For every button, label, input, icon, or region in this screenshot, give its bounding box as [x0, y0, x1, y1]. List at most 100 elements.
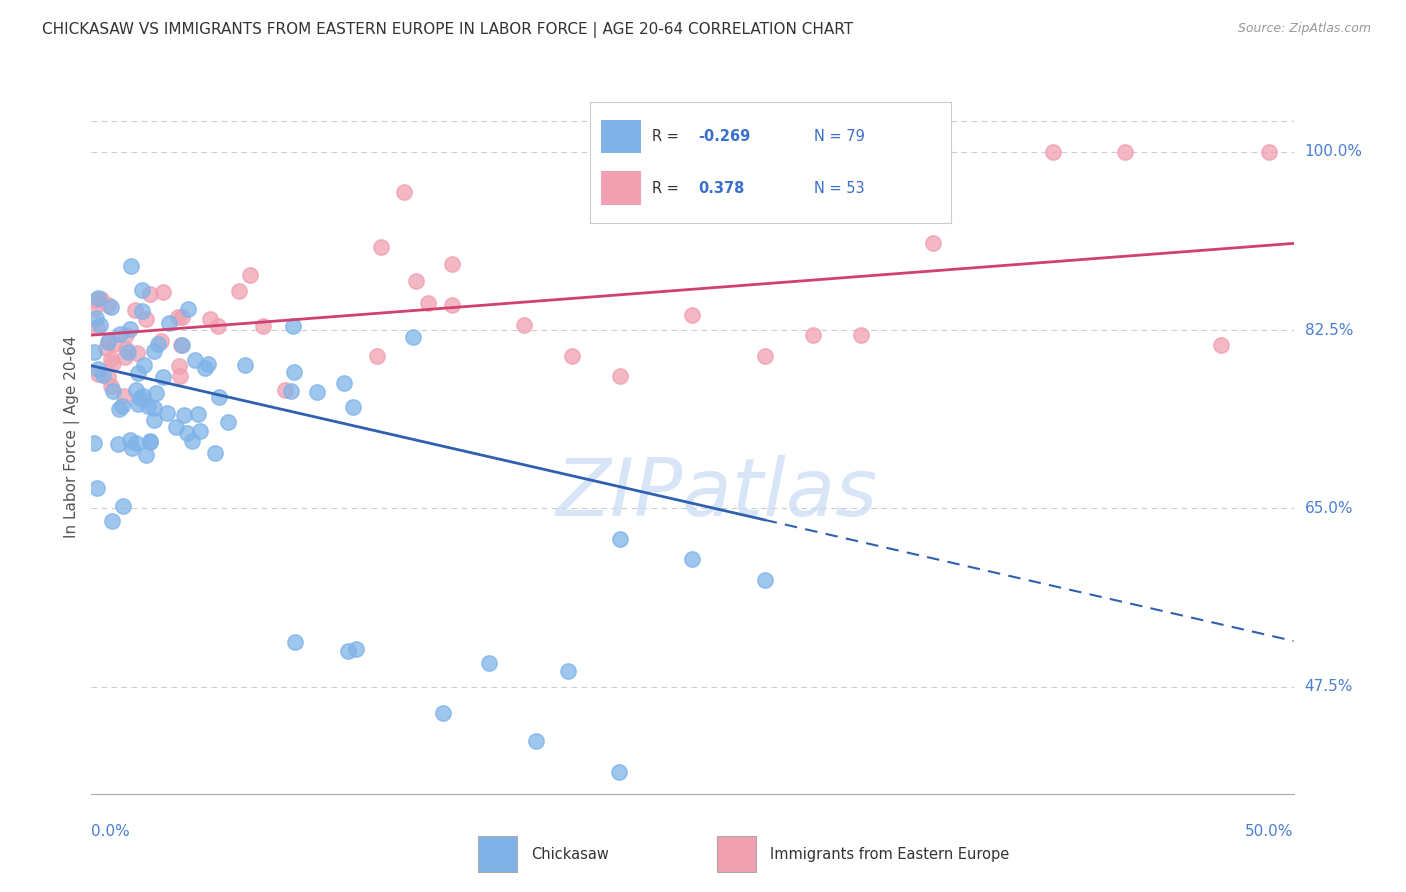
Point: [112, 500, 135, 514]
Point: [89, 318, 111, 332]
Point: [1114, 145, 1136, 159]
Point: [239, 268, 262, 282]
Point: [86, 482, 108, 496]
Point: [197, 357, 219, 371]
Point: [754, 349, 776, 363]
Point: [87, 291, 110, 305]
Point: [111, 400, 134, 414]
Point: [204, 446, 226, 460]
Point: [86, 320, 108, 334]
Text: Source: ZipAtlas.com: Source: ZipAtlas.com: [1237, 22, 1371, 36]
Point: [124, 302, 146, 317]
Point: [513, 318, 536, 332]
Point: [127, 397, 149, 411]
Point: [1042, 145, 1064, 159]
Point: [107, 401, 129, 416]
Point: [609, 532, 631, 546]
Point: [478, 657, 501, 671]
Point: [440, 257, 463, 271]
Point: [370, 240, 392, 254]
Point: [167, 359, 190, 374]
Point: [139, 286, 162, 301]
Point: [366, 349, 388, 363]
Point: [100, 352, 122, 367]
Point: [305, 384, 328, 399]
Point: [332, 376, 354, 390]
Text: 100.0%: 100.0%: [1305, 145, 1362, 159]
Point: [97, 297, 120, 311]
Point: [138, 435, 160, 450]
Point: [152, 369, 174, 384]
Y-axis label: In Labor Force | Age 20-64: In Labor Force | Age 20-64: [65, 336, 80, 538]
Point: [169, 368, 191, 383]
Point: [177, 302, 200, 317]
Point: [142, 401, 165, 416]
Point: [280, 384, 302, 398]
Point: [228, 284, 250, 298]
Point: [166, 310, 188, 324]
Point: [135, 311, 157, 326]
Point: [188, 424, 211, 438]
Point: [108, 326, 131, 341]
Point: [142, 413, 165, 427]
Point: [127, 366, 149, 380]
Point: [125, 436, 148, 450]
Text: Immigrants from Eastern Europe: Immigrants from Eastern Europe: [770, 847, 1010, 862]
Point: [103, 384, 125, 399]
Point: [252, 319, 274, 334]
Point: [132, 389, 155, 403]
Point: [217, 415, 239, 429]
Point: [283, 319, 305, 334]
Point: [115, 328, 138, 343]
Point: [754, 573, 776, 587]
Point: [145, 386, 167, 401]
Point: [176, 426, 198, 441]
Text: 47.5%: 47.5%: [1305, 680, 1353, 694]
Point: [118, 322, 141, 336]
Point: [117, 345, 139, 359]
Point: [87, 367, 110, 381]
Point: [139, 434, 162, 448]
Point: [337, 643, 360, 657]
Point: [100, 300, 122, 314]
Point: [115, 342, 138, 356]
Point: [156, 406, 179, 420]
Point: [84, 311, 107, 326]
Point: [103, 337, 125, 351]
Point: [120, 259, 142, 273]
Point: [180, 434, 202, 449]
Point: [274, 384, 297, 398]
Point: [125, 383, 148, 397]
Point: [90, 292, 112, 306]
Point: [344, 641, 367, 656]
Point: [173, 409, 195, 423]
Point: [524, 734, 547, 748]
Point: [86, 362, 108, 376]
Point: [131, 304, 153, 318]
Point: [849, 328, 872, 343]
Point: [101, 356, 124, 370]
Point: [100, 514, 122, 528]
Text: 65.0%: 65.0%: [1305, 501, 1353, 516]
Point: [83, 345, 105, 359]
Text: 82.5%: 82.5%: [1305, 323, 1353, 337]
Point: [922, 236, 945, 251]
Point: [609, 368, 631, 383]
Point: [125, 346, 148, 360]
Point: [114, 350, 136, 364]
Point: [83, 301, 105, 316]
Point: [184, 353, 207, 368]
Point: [1258, 145, 1281, 159]
Point: [283, 365, 305, 379]
Point: [131, 283, 153, 297]
Text: CHICKASAW VS IMMIGRANTS FROM EASTERN EUROPE IN LABOR FORCE | AGE 20-64 CORRELATI: CHICKASAW VS IMMIGRANTS FROM EASTERN EUR…: [42, 22, 853, 38]
Point: [557, 665, 579, 679]
Point: [418, 296, 440, 310]
Point: [801, 328, 824, 343]
Point: [121, 441, 143, 455]
Point: [134, 358, 156, 372]
Point: [187, 407, 209, 421]
Point: [100, 379, 122, 393]
Point: [97, 335, 120, 350]
Point: [681, 308, 703, 322]
